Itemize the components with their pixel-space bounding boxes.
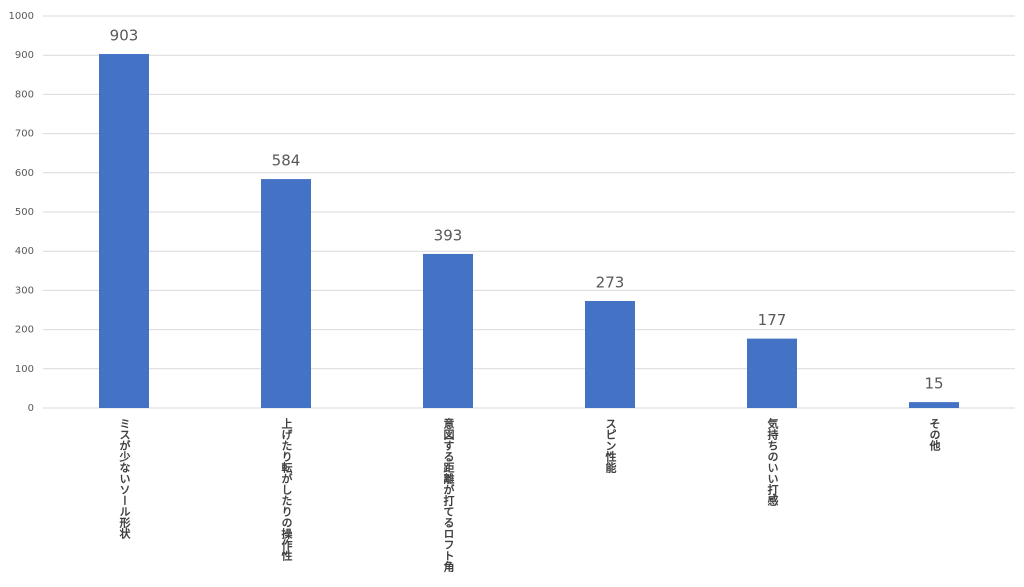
- data-label: 903: [110, 27, 139, 45]
- y-tick-label: 100: [15, 364, 34, 375]
- bar: [585, 300, 635, 408]
- y-tick-label: 1000: [9, 11, 34, 22]
- y-tick-label: 800: [15, 89, 34, 100]
- y-tick-label: 500: [15, 207, 34, 218]
- data-label: 177: [758, 311, 787, 329]
- x-tick-label: スピン性能: [604, 418, 617, 474]
- y-tick-label: 200: [15, 325, 34, 336]
- x-tick-label: その他: [928, 418, 942, 452]
- data-label: 273: [596, 273, 625, 291]
- bar: [747, 338, 797, 408]
- x-tick-label: ミスが少ないソール形状: [118, 418, 132, 540]
- bar: [423, 253, 473, 408]
- data-label: 584: [272, 152, 301, 170]
- y-tick-label: 300: [15, 285, 34, 296]
- bar: [261, 179, 311, 408]
- bar: [99, 54, 149, 409]
- y-tick-label: 700: [15, 129, 34, 140]
- x-tick-label: 上げたり転がしたりの操作性: [280, 417, 293, 562]
- data-label: 393: [434, 226, 463, 244]
- x-tick-label: 気持ちのいい打感: [766, 417, 779, 507]
- y-tick-label: 400: [15, 246, 34, 257]
- data-label: 15: [924, 375, 943, 393]
- y-tick-label: 900: [15, 50, 34, 61]
- y-tick-label: 600: [15, 168, 34, 179]
- y-tick-label: 0: [28, 403, 34, 414]
- bar: [909, 402, 959, 408]
- x-tick-label: 意図する距離が打てるロフト角: [442, 417, 455, 573]
